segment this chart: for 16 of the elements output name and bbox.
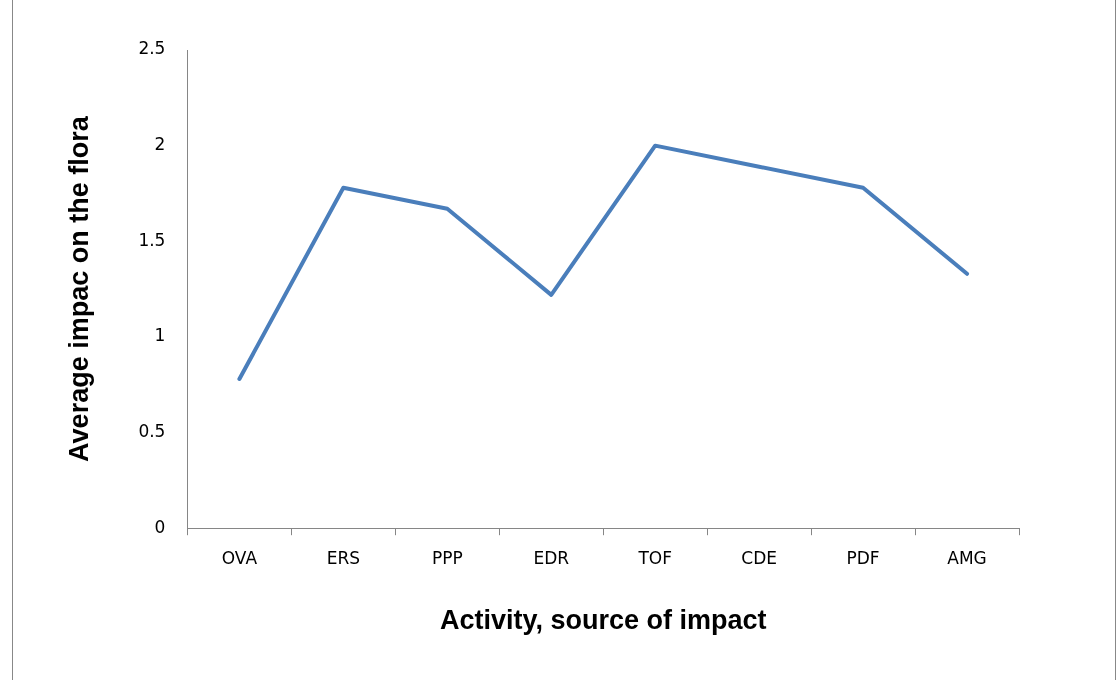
y-tick-label: 2 — [154, 134, 166, 155]
y-tick-label: 1 — [154, 325, 166, 346]
y-tick-label: 0.5 — [138, 420, 166, 441]
y-tick-label: 0 — [154, 516, 166, 537]
x-tick-label: PDF — [846, 547, 880, 568]
y-axis-title: Average impac on the flora — [63, 115, 94, 462]
x-tick-label: EDR — [533, 547, 570, 568]
x-tick-label: TOF — [637, 547, 672, 568]
y-tick-label: 1.5 — [138, 229, 166, 250]
x-tick-label: OVA — [221, 547, 258, 568]
x-axis-title: Activity, source of impact — [439, 605, 767, 636]
x-tick-label: PPP — [431, 547, 463, 568]
x-tick-label: CDE — [741, 547, 777, 568]
x-tick-label: AMG — [947, 547, 987, 568]
y-tick-label: 2.5 — [138, 38, 166, 59]
x-tick-label: ERS — [326, 547, 361, 568]
